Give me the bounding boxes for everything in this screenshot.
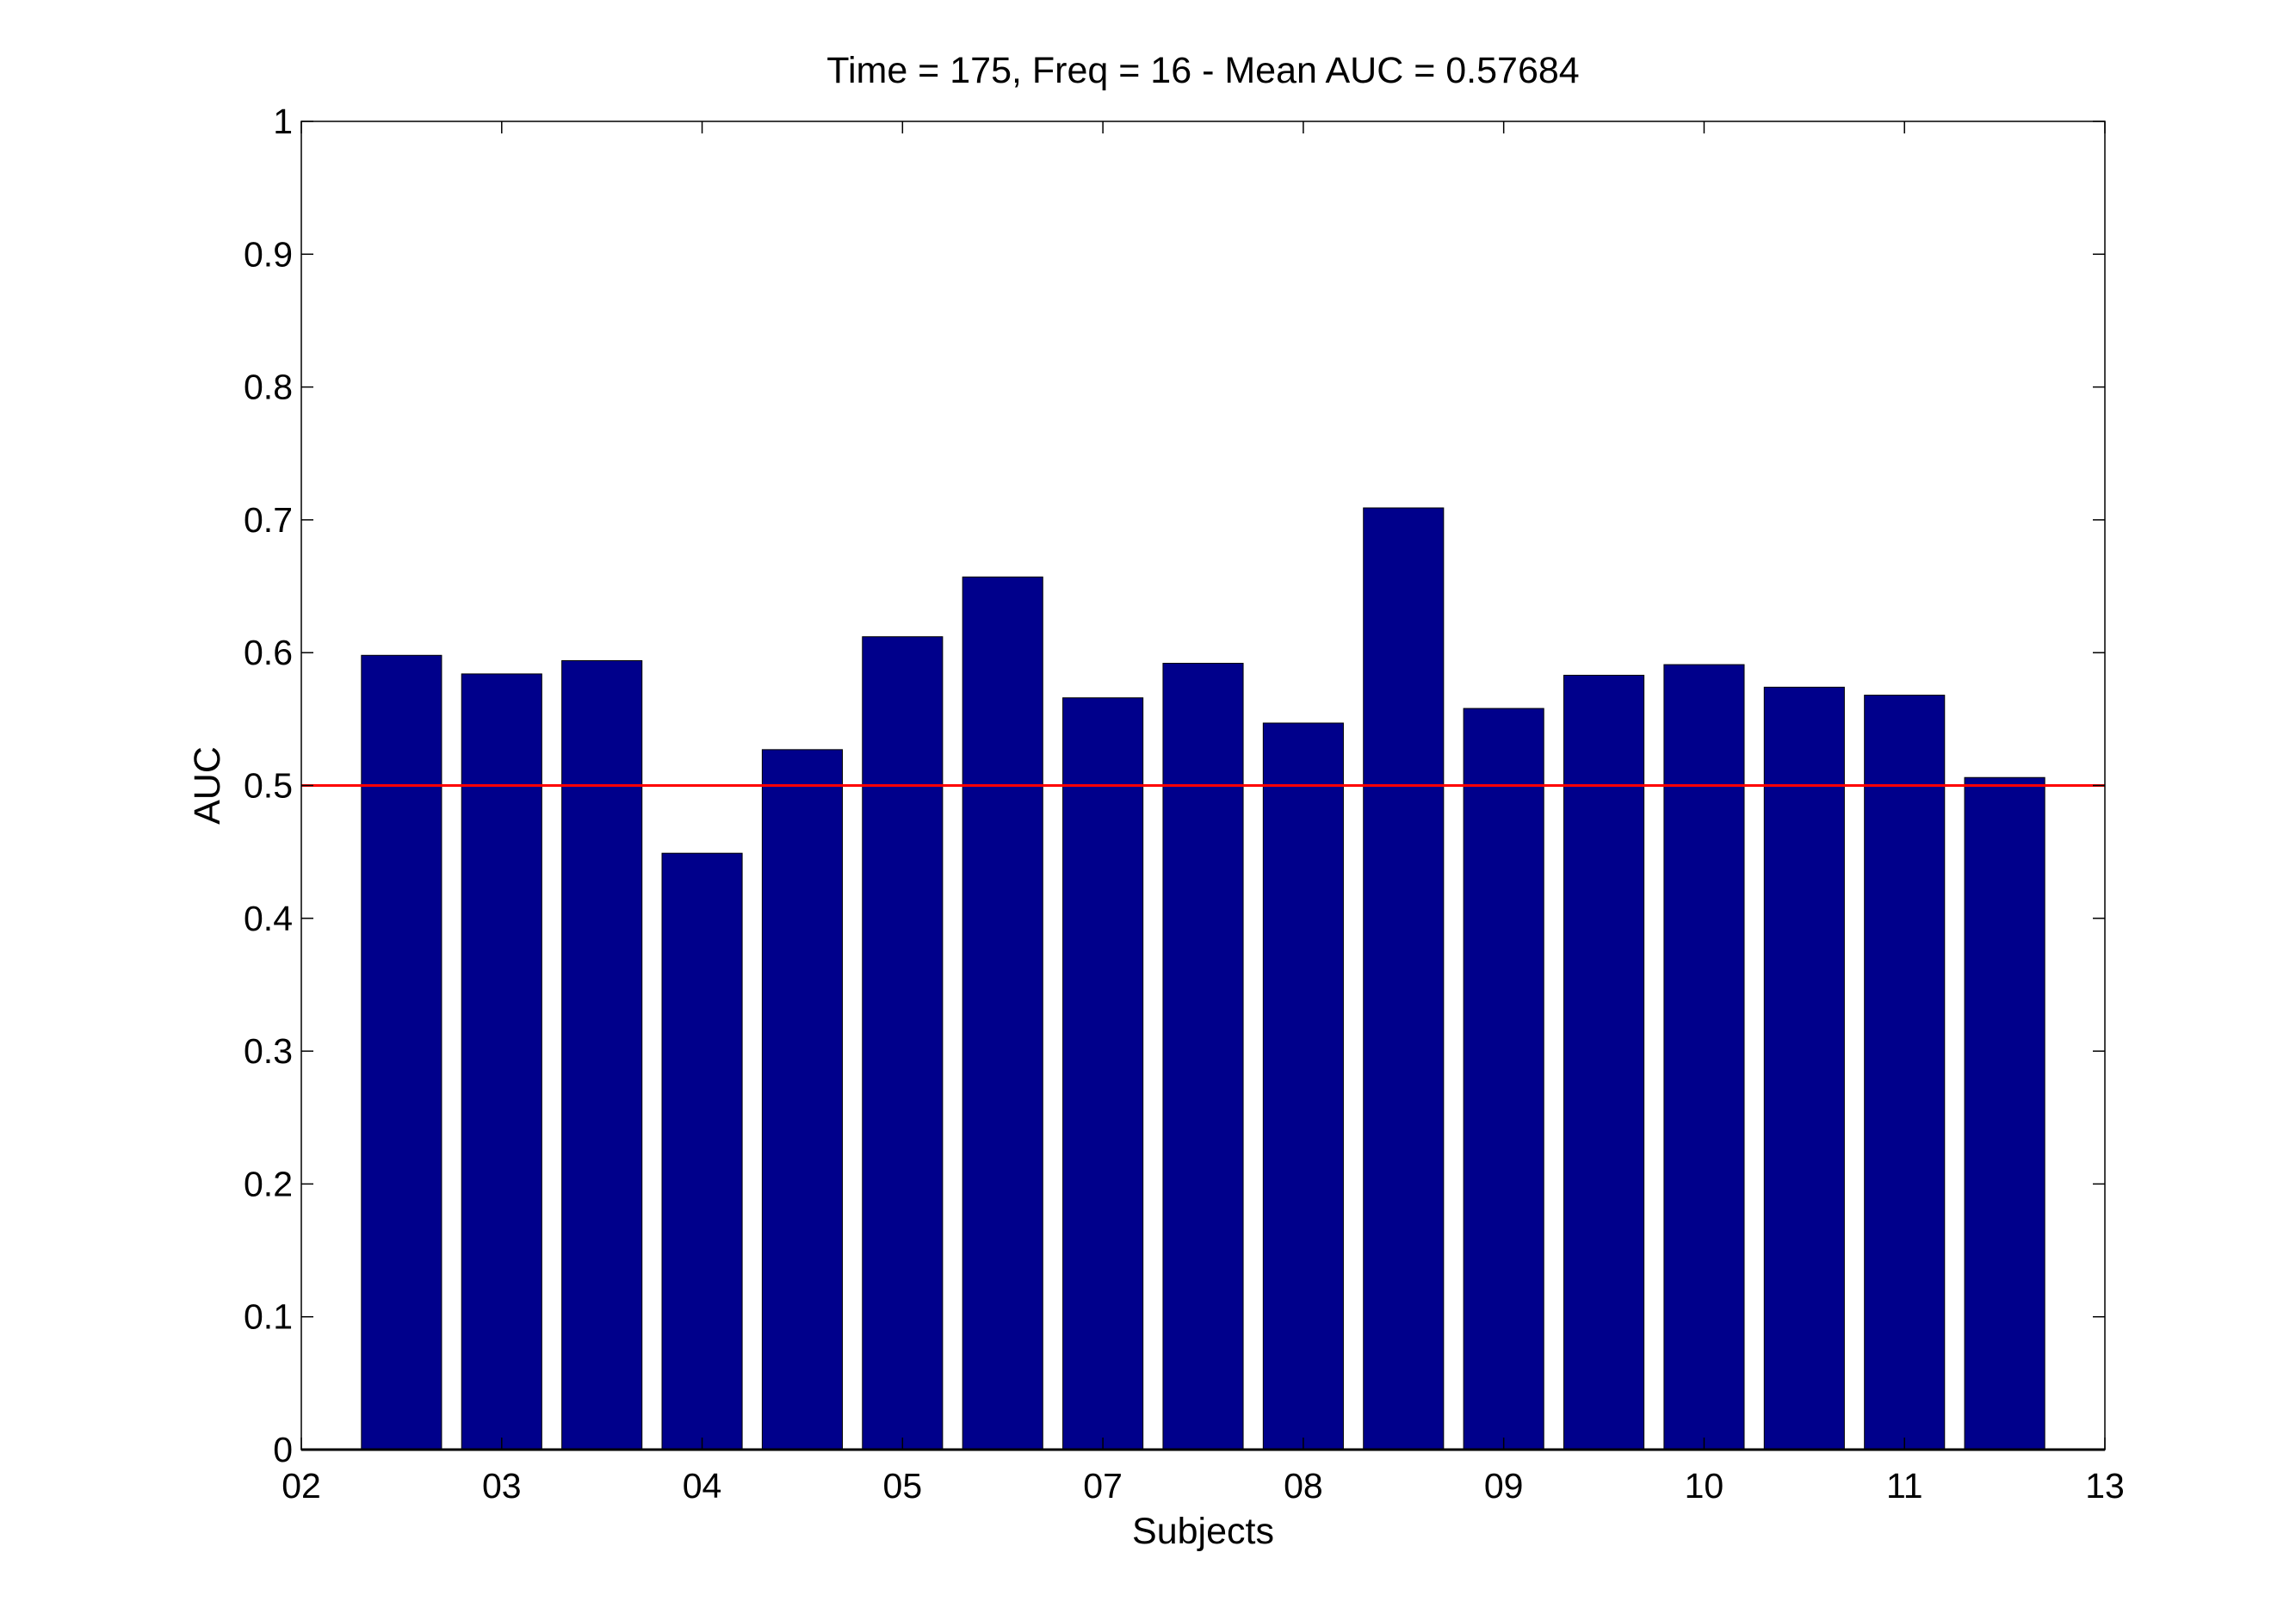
bar-12	[1463, 708, 1544, 1450]
y-tick-label: 0.2	[244, 1164, 293, 1203]
bar-15	[1763, 686, 1845, 1450]
y-tick-label: 0.3	[244, 1031, 293, 1071]
bar-11	[1363, 507, 1445, 1450]
x-tick-label: 13	[2085, 1466, 2125, 1506]
y-tick-label: 0	[273, 1430, 293, 1469]
bars-group	[361, 507, 2045, 1450]
y-tick-label: 0.6	[244, 633, 293, 672]
bar-1	[361, 654, 442, 1450]
bar-8	[1062, 697, 1144, 1450]
x-tick-label: 04	[683, 1466, 722, 1506]
x-tick-label: 09	[1484, 1466, 1524, 1506]
y-tick-label: 0.8	[244, 368, 293, 407]
y-tick-label: 0.4	[244, 899, 293, 938]
bar-4	[661, 852, 743, 1450]
x-axis-label: Subjects	[1132, 1511, 1274, 1552]
bar-7	[962, 576, 1043, 1450]
x-tick-label: 07	[1083, 1466, 1123, 1506]
bar-16	[1864, 695, 1946, 1450]
bar-6	[862, 636, 944, 1450]
y-tick-label: 0.5	[244, 766, 293, 806]
y-tick-label: 0.7	[244, 500, 293, 540]
chart-title: Time = 175, Freq = 16 - Mean AUC = 0.576…	[826, 50, 1579, 91]
bar-17	[1964, 776, 2045, 1450]
bar-5	[761, 749, 844, 1450]
bar-3	[561, 659, 643, 1450]
bar-13	[1563, 674, 1645, 1450]
x-tick-label: 11	[1886, 1466, 1923, 1506]
x-tick-label: 05	[883, 1466, 923, 1506]
x-tick-label: 08	[1284, 1466, 1323, 1506]
bar-9	[1162, 663, 1244, 1450]
y-tick-label: 1	[273, 102, 293, 141]
x-tick-label: 03	[482, 1466, 522, 1506]
ticks-group: 02 03 04 05 07 08 09 10 11 13 0 0.1 0.2 0.3 0.4 0.5 0.6 0…	[244, 102, 2125, 1506]
y-tick-label: 0.1	[244, 1297, 293, 1337]
bar-10	[1262, 722, 1344, 1450]
y-axis-label: AUC	[187, 746, 228, 825]
bar-14	[1663, 664, 1745, 1450]
x-tick-label: 02	[282, 1466, 321, 1506]
y-tick-label: 0.9	[244, 234, 293, 274]
bar-2	[461, 673, 542, 1450]
x-tick-label: 10	[1685, 1466, 1724, 1506]
